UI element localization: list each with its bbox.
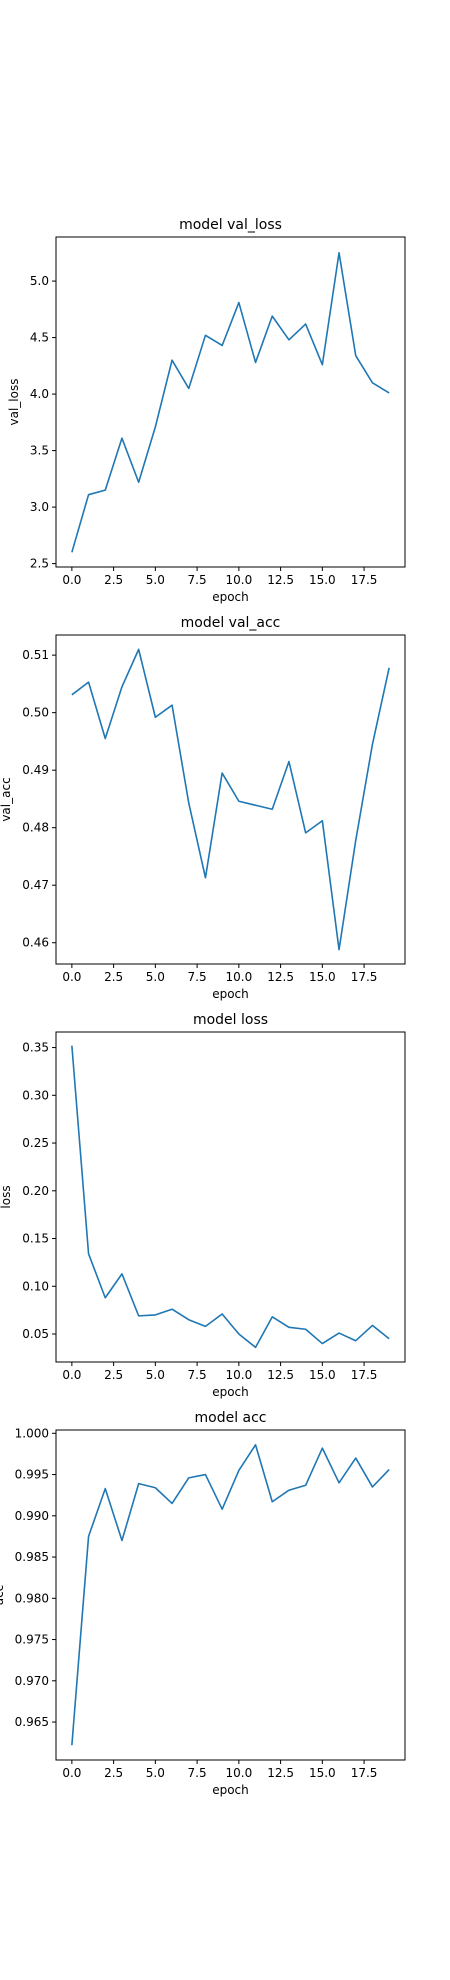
- y-tick-label: 0.50: [22, 706, 49, 720]
- x-tick-label: 10.0: [225, 1368, 252, 1382]
- series-line: [71, 252, 390, 553]
- chart-title: model acc: [194, 1410, 266, 1426]
- chart-title: model loss: [193, 1012, 268, 1028]
- x-tick-label: 5.0: [146, 1368, 165, 1382]
- x-tick-label: 2.5: [104, 1368, 123, 1382]
- y-axis-label: loss: [0, 1185, 13, 1208]
- x-tick-label: 17.5: [351, 1368, 378, 1382]
- chart-panel: model val_acc 0.0 2.5 5.0 7.5 10.0 12.5 15.0 17.…: [0, 615, 406, 1001]
- x-tick-label: 7.5: [188, 573, 207, 587]
- x-tick-label: 0.0: [62, 573, 81, 587]
- y-tick-label: 0.49: [22, 763, 49, 777]
- y-tick-label: 4.5: [30, 331, 49, 345]
- y-tick-label: 0.975: [15, 1633, 49, 1647]
- y-tick-label: 1.000: [15, 1426, 49, 1440]
- axes-frame: [55, 1429, 406, 1761]
- chart-panel: model loss 0.0 2.5 5.0 7.5 10.0 12.5 15.0 17.5 0.…: [0, 1012, 406, 1399]
- y-tick-label: 0.05: [22, 1327, 49, 1341]
- x-axis-label: epoch: [212, 1783, 249, 1797]
- y-axis-label: val_loss: [7, 379, 21, 426]
- y-axis-label: val_acc: [0, 777, 13, 821]
- x-tick-label: 7.5: [188, 970, 207, 984]
- x-tick-label: 15.0: [309, 970, 336, 984]
- y-tick-label: 2.5: [30, 557, 49, 571]
- x-tick-label: 0.0: [62, 970, 81, 984]
- chart-title: model val_acc: [181, 615, 281, 631]
- x-tick-label: 17.5: [351, 573, 378, 587]
- y-tick-label: 0.985: [15, 1550, 49, 1564]
- y-tick-label: 0.51: [22, 648, 49, 662]
- chart-panel: model val_loss 0.0 2.5 5.0 7.5 10.0 12.5 15.0 17…: [7, 217, 406, 604]
- y-tick-label: 0.20: [22, 1184, 49, 1198]
- x-tick-label: 2.5: [104, 573, 123, 587]
- x-tick-label: 2.5: [104, 1766, 123, 1780]
- y-tick-label: 0.47: [22, 878, 49, 892]
- x-tick-label: 12.5: [267, 1766, 294, 1780]
- series-line: [71, 1045, 390, 1349]
- series-line: [71, 1444, 390, 1746]
- x-tick-label: 7.5: [188, 1766, 207, 1780]
- x-tick-label: 10.0: [225, 573, 252, 587]
- x-tick-label: 5.0: [146, 1766, 165, 1780]
- x-tick-label: 10.0: [225, 970, 252, 984]
- axes-frame: [55, 634, 406, 965]
- y-tick-label: 0.970: [15, 1674, 49, 1688]
- x-tick-label: 12.5: [267, 1368, 294, 1382]
- y-tick-label: 0.990: [15, 1509, 49, 1523]
- x-tick-label: 17.5: [351, 970, 378, 984]
- y-tick-label: 0.15: [22, 1232, 49, 1246]
- chart-title: model val_loss: [179, 217, 282, 233]
- y-tick-label: 3.5: [30, 444, 49, 458]
- y-tick-label: 0.995: [15, 1468, 49, 1482]
- x-tick-label: 2.5: [104, 970, 123, 984]
- x-tick-label: 17.5: [351, 1766, 378, 1780]
- x-axis-label: epoch: [212, 1385, 249, 1399]
- x-tick-label: 12.5: [267, 970, 294, 984]
- y-tick-label: 3.0: [30, 500, 49, 514]
- x-axis-label: epoch: [212, 590, 249, 604]
- axes-frame: [55, 1031, 406, 1363]
- y-tick-label: 0.48: [22, 821, 49, 835]
- x-tick-label: 12.5: [267, 573, 294, 587]
- x-tick-label: 15.0: [309, 1766, 336, 1780]
- y-tick-label: 0.10: [22, 1279, 49, 1293]
- y-tick-label: 0.25: [22, 1136, 49, 1150]
- y-tick-label: 0.35: [22, 1041, 49, 1055]
- y-tick-label: 0.980: [15, 1591, 49, 1605]
- y-tick-label: 0.965: [15, 1715, 49, 1729]
- x-tick-label: 15.0: [309, 1368, 336, 1382]
- x-tick-label: 5.0: [146, 573, 165, 587]
- x-axis-label: epoch: [212, 987, 249, 1001]
- series-line: [71, 648, 390, 951]
- y-tick-label: 4.0: [30, 387, 49, 401]
- x-tick-label: 7.5: [188, 1368, 207, 1382]
- x-tick-label: 0.0: [62, 1368, 81, 1382]
- y-tick-label: 0.46: [22, 936, 49, 950]
- x-tick-label: 15.0: [309, 573, 336, 587]
- y-tick-label: 5.0: [30, 274, 49, 288]
- chart-panel: model acc 0.0 2.5 5.0 7.5 10.0 12.5 15.0 17.5 0.9…: [0, 1410, 406, 1797]
- x-tick-label: 5.0: [146, 970, 165, 984]
- y-axis-label: acc: [0, 1585, 6, 1606]
- y-tick-label: 0.30: [22, 1088, 49, 1102]
- x-tick-label: 10.0: [225, 1766, 252, 1780]
- axes-frame: [55, 236, 406, 568]
- x-tick-label: 0.0: [62, 1766, 81, 1780]
